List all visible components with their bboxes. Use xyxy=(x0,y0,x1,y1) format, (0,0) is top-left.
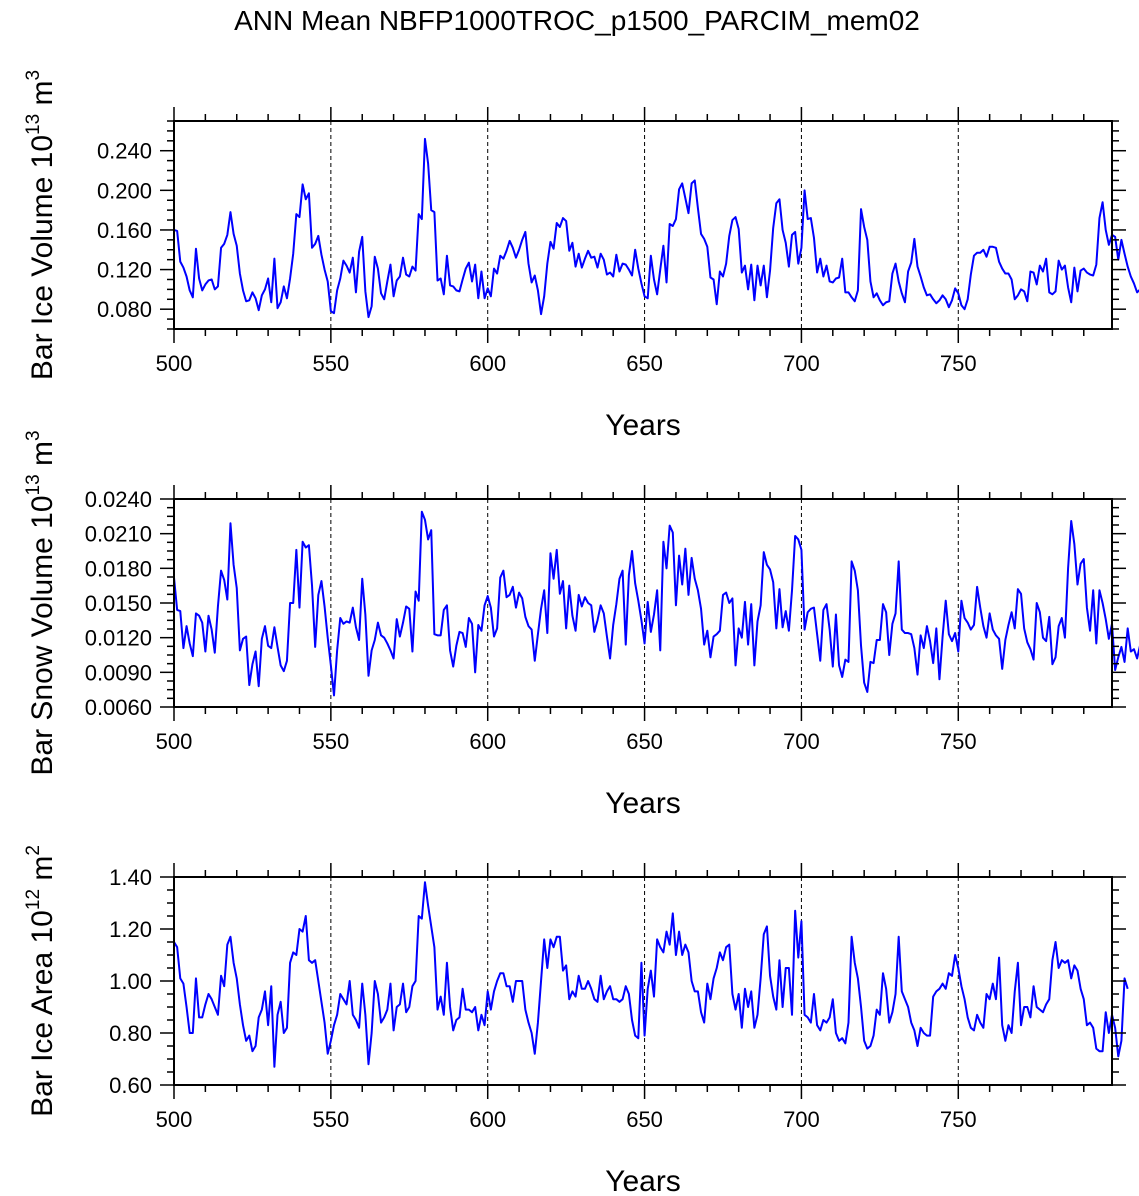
data-series-line xyxy=(173,510,1139,697)
x-tick-label: 650 xyxy=(626,729,663,754)
x-tick-label: 550 xyxy=(312,351,349,376)
y-tick-label: 0.200 xyxy=(97,178,152,203)
data-series-line xyxy=(173,137,1139,319)
y-tick-label: 0.0210 xyxy=(85,522,152,547)
y-axis-label: Bar Ice Volume 1013 m3 xyxy=(23,70,59,380)
x-tick-label: 500 xyxy=(156,1107,193,1132)
y-tick-label: 0.0090 xyxy=(85,660,152,685)
y-tick-label: 1.40 xyxy=(109,865,152,890)
y-axis-label-exponent: 13 xyxy=(23,474,44,495)
x-tick-label: 700 xyxy=(783,1107,820,1132)
x-tick-label: 700 xyxy=(783,351,820,376)
y-tick-label: 0.0120 xyxy=(85,626,152,651)
x-tick-label: 500 xyxy=(156,351,193,376)
y-tick-label: 0.0180 xyxy=(85,556,152,581)
y-axis-label-unit-exponent: 2 xyxy=(23,845,44,856)
y-tick-label: 0.240 xyxy=(97,139,152,164)
y-tick-label: 0.0150 xyxy=(85,591,152,616)
data-series-line xyxy=(173,881,1129,1068)
x-tick-label: 600 xyxy=(469,729,506,754)
x-tick-label: 750 xyxy=(940,351,977,376)
x-tick-label: 750 xyxy=(940,1107,977,1132)
plots-container: 500 550 600 650 700 750 0.080 0.120 0.160 0.200 0.… xyxy=(23,70,1139,1196)
chart-panel-3: 500 550 600 650 700 750 0.60 0.80 1.00 1.20 1.40 Ye… xyxy=(23,845,1129,1196)
plot-frame xyxy=(173,498,1113,708)
y-tick-label: 0.0060 xyxy=(85,695,152,720)
x-tick-label: 650 xyxy=(626,351,663,376)
y-axis-label-unit: m xyxy=(26,441,59,474)
y-tick-label: 1.20 xyxy=(109,917,152,942)
y-axis-label-exponent: 12 xyxy=(23,889,44,910)
x-tick-label: 700 xyxy=(783,729,820,754)
y-tick-label: 1.00 xyxy=(109,969,152,994)
chart-panel-1: 500 550 600 650 700 750 0.080 0.120 0.160 0.200 0.… xyxy=(23,70,1139,442)
x-tick-label: 600 xyxy=(469,1107,506,1132)
x-tick-label: 600 xyxy=(469,351,506,376)
y-axis-label: Bar Snow Volume 1013 m3 xyxy=(23,430,59,775)
y-axis-label-unit: m xyxy=(26,80,59,113)
x-tick-label: 550 xyxy=(312,1107,349,1132)
y-axis-label: Bar Ice Area 1012 m2 xyxy=(23,845,59,1117)
x-tick-label: 750 xyxy=(940,729,977,754)
y-tick-label: 0.120 xyxy=(97,258,152,283)
y-tick-label: 0.80 xyxy=(109,1021,152,1046)
y-tick-label: 0.080 xyxy=(97,297,152,322)
y-axis-label-unit-exponent: 3 xyxy=(23,70,44,81)
y-tick-label: 0.160 xyxy=(97,218,152,243)
x-tick-label: 650 xyxy=(626,1107,663,1132)
y-axis-label-unit: m xyxy=(26,856,59,889)
y-axis-label-exponent: 13 xyxy=(23,114,44,135)
x-tick-label: 550 xyxy=(312,729,349,754)
chart-panel-2: 500 550 600 650 700 750 0.0060 0.0090 0.0120 0.01… xyxy=(23,430,1139,820)
y-axis-label-text: Bar Snow Volume 10 xyxy=(26,495,59,775)
x-axis-label: Years xyxy=(605,409,681,442)
plot-frame xyxy=(173,120,1113,330)
x-tick-label: 500 xyxy=(156,729,193,754)
x-axis-label: Years xyxy=(605,787,681,820)
x-axis-label: Years xyxy=(605,1165,681,1196)
y-tick-label: 0.60 xyxy=(109,1073,152,1098)
y-axis-label-unit-exponent: 3 xyxy=(23,430,44,441)
y-axis-label-text: Bar Ice Area 10 xyxy=(26,910,59,1117)
chart-title: ANN Mean NBFP1000TROC_p1500_PARCIM_mem02 xyxy=(234,5,920,36)
y-axis-label-text: Bar Ice Volume 10 xyxy=(26,135,59,380)
y-tick-label: 0.0240 xyxy=(85,487,152,512)
